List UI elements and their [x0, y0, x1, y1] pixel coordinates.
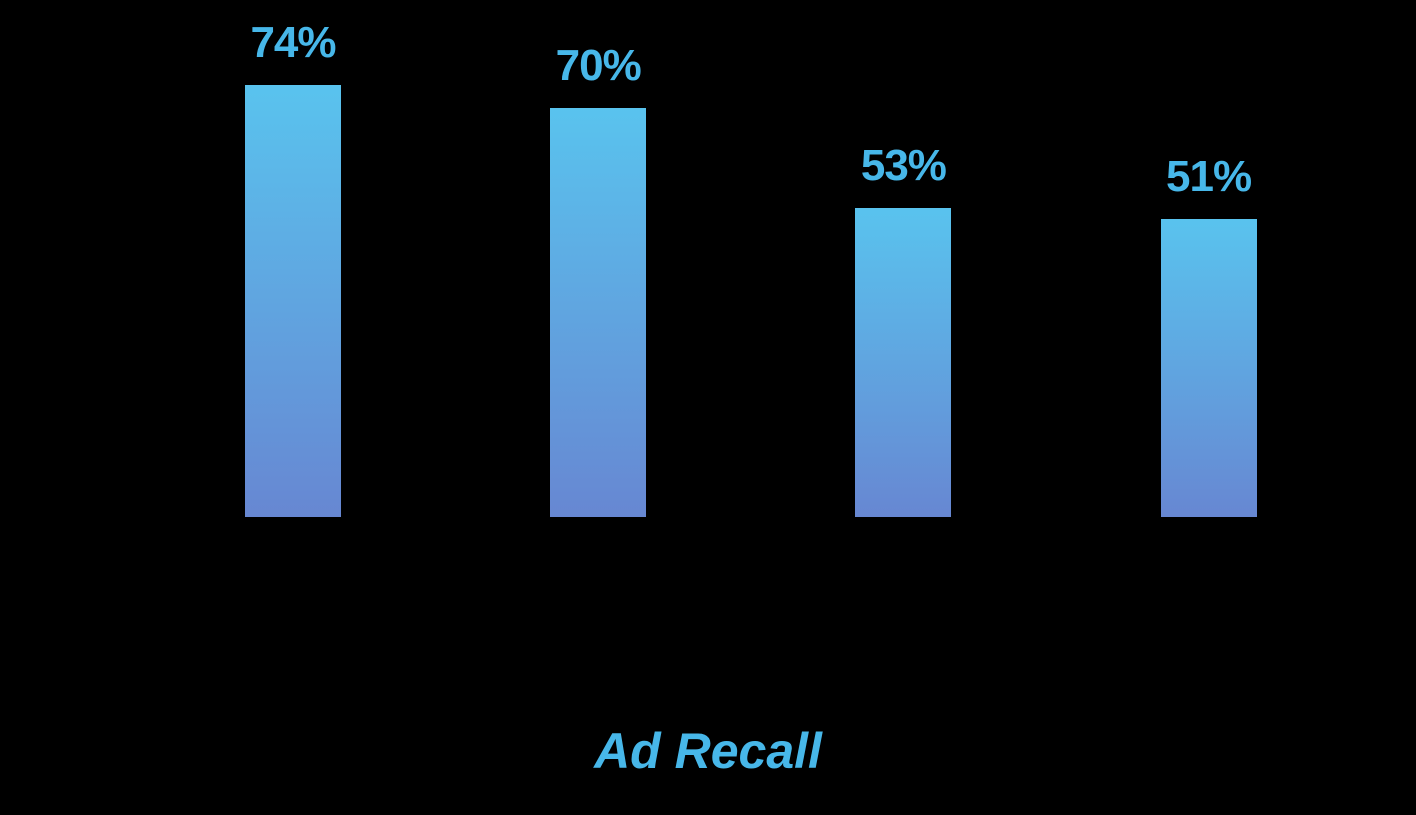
bar-value-label: 70%	[555, 41, 642, 90]
bar	[1160, 219, 1257, 517]
bar-value-label: 51%	[1166, 152, 1252, 201]
bar-value-label: 53%	[860, 141, 947, 190]
bar	[855, 208, 952, 517]
x-axis-title: Ad Recall	[594, 723, 822, 779]
bar	[245, 85, 341, 517]
bar	[550, 108, 647, 517]
bar-value-label: 74%	[250, 18, 336, 67]
